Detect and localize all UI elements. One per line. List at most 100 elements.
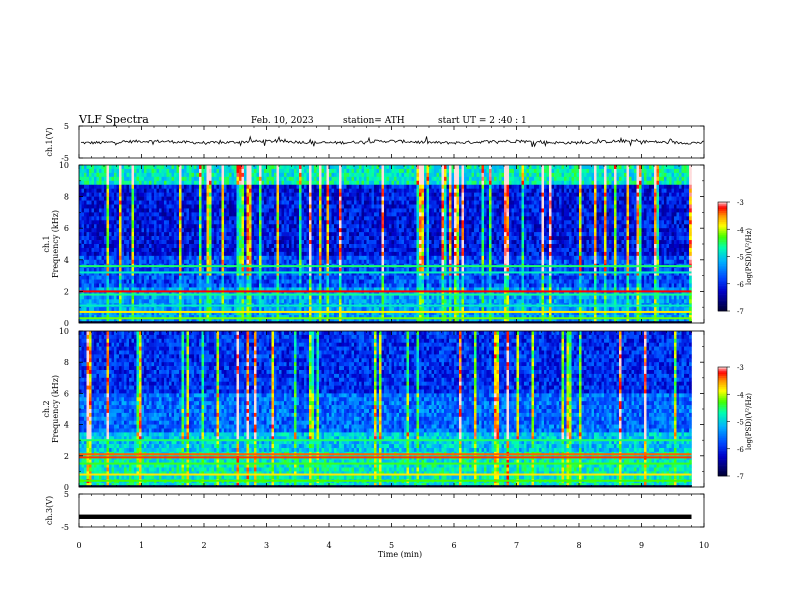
spectrogram-cell: [176, 220, 180, 225]
spectrogram-cell: [126, 228, 130, 233]
spectrogram-cell: [264, 220, 267, 225]
spectrogram-cell: [636, 228, 640, 233]
spectrogram-cell: [481, 220, 485, 225]
spectrogram-cell: [124, 200, 127, 205]
spectrogram-cell: [326, 172, 330, 178]
spectrogram-cell: [289, 232, 292, 237]
spectrogram-cell: [176, 216, 180, 221]
spectrogram-cell: [571, 220, 575, 225]
spectrogram-cell: [601, 196, 605, 201]
spectrogram-cell: [469, 168, 472, 174]
spectrogram-cell: [111, 208, 115, 213]
spectrogram-cell: [366, 165, 370, 170]
spectrogram-cell: [209, 176, 212, 182]
spectrogram-cell: [634, 216, 637, 221]
spectrogram-cell: [479, 232, 482, 237]
spectrogram-cell: [604, 192, 607, 197]
spectrogram-cell: [374, 228, 377, 233]
spectrogram-cell: [201, 208, 205, 213]
spectrogram-cell: [436, 224, 440, 229]
spectrogram-cell: [249, 165, 252, 170]
spectrogram-cell: [566, 216, 570, 221]
spectrogram-cell: [264, 192, 267, 197]
spectrogram-cell: [551, 176, 555, 182]
spectrogram-cell: [176, 208, 180, 213]
spectrogram-cell: [224, 224, 227, 229]
spectrogram-cell: [316, 220, 320, 225]
spectrogram-cell: [231, 172, 235, 178]
spectrogram-cell: [161, 208, 165, 213]
spectrogram-cell: [134, 192, 137, 197]
spectrogram-cell: [634, 236, 637, 241]
spectrogram-cell: [399, 240, 402, 245]
spectrogram-cell: [624, 176, 627, 182]
spectrogram-cell: [411, 188, 415, 193]
spectrogram-cell: [396, 172, 400, 178]
spectrogram-cell: [564, 236, 567, 241]
spectrogram-cell: [321, 200, 325, 205]
spectrogram-cell: [341, 224, 345, 229]
spectrogram-cell: [89, 180, 92, 186]
spectrogram-cell: [286, 228, 290, 233]
spectrogram-cell: [229, 176, 232, 182]
spectrogram-cell: [459, 172, 462, 178]
spectrogram-cell: [219, 220, 222, 225]
spectrogram-cell: [169, 165, 172, 170]
spectrogram-cell: [321, 236, 325, 241]
spectrogram-cell: [631, 180, 635, 186]
spectrogram-cell: [536, 168, 540, 174]
spectrogram-cell: [279, 232, 282, 237]
spectrogram-cell: [241, 208, 245, 213]
spectrogram-cell: [461, 180, 465, 186]
spectrogram-cell: [639, 224, 642, 229]
spectrogram-cell: [149, 216, 152, 221]
spectrogram-cell: [594, 228, 597, 233]
spectrogram-cell: [619, 180, 622, 186]
spectrogram-cell: [311, 228, 315, 233]
spectrogram-cell: [89, 165, 92, 170]
spectrogram-cell: [684, 232, 687, 237]
spectrogram-cell: [189, 180, 192, 186]
spectrogram-cell: [599, 220, 602, 225]
spectrogram-cell: [581, 200, 585, 205]
spectrogram-cell: [586, 224, 590, 229]
spectrogram-cell: [259, 228, 262, 233]
spectrogram-cell: [504, 228, 507, 233]
spectrogram-cell: [649, 172, 652, 178]
spectrogram-cell: [186, 176, 190, 182]
spectrogram-cell: [244, 232, 247, 237]
spectrogram-cell: [234, 212, 237, 217]
spectrogram-cell: [491, 208, 495, 213]
spectrogram-cell: [341, 208, 345, 213]
spectrogram-cell: [679, 196, 682, 201]
spectrogram-cell: [581, 184, 585, 189]
spectrogram-cell: [561, 184, 565, 189]
spectrogram-cell: [376, 204, 380, 209]
spectrogram-cell: [616, 220, 620, 225]
spectrogram-cell: [174, 240, 177, 245]
spectrogram-cell: [141, 165, 145, 170]
spectrogram-cell: [149, 172, 152, 178]
spectrogram-cell: [134, 228, 137, 233]
spectrogram-cell: [334, 228, 337, 233]
spectrogram-cell: [281, 208, 285, 213]
spectrogram-cell: [204, 240, 207, 245]
spectrogram-cell: [84, 188, 87, 193]
spectrogram-cell: [341, 172, 345, 178]
spectrogram-cell: [171, 220, 175, 225]
spectrogram-cell: [86, 188, 90, 193]
spectrogram-cell: [334, 208, 337, 213]
spectrogram-cell: [641, 180, 645, 186]
spectrogram-cell: [164, 165, 167, 170]
spectrogram-cell: [246, 168, 250, 174]
spectrogram-cell: [529, 224, 532, 229]
spectrogram-cell: [559, 188, 562, 193]
spectrogram-cell: [679, 212, 682, 217]
spectrogram-cell: [631, 232, 635, 237]
spectrogram-cell: [301, 232, 305, 237]
spectrogram-cell: [366, 204, 370, 209]
spectrogram-cell: [119, 204, 122, 209]
spectrogram-cell: [446, 180, 450, 186]
spectrogram-cell: [334, 232, 337, 237]
spectrogram-cell: [371, 228, 375, 233]
